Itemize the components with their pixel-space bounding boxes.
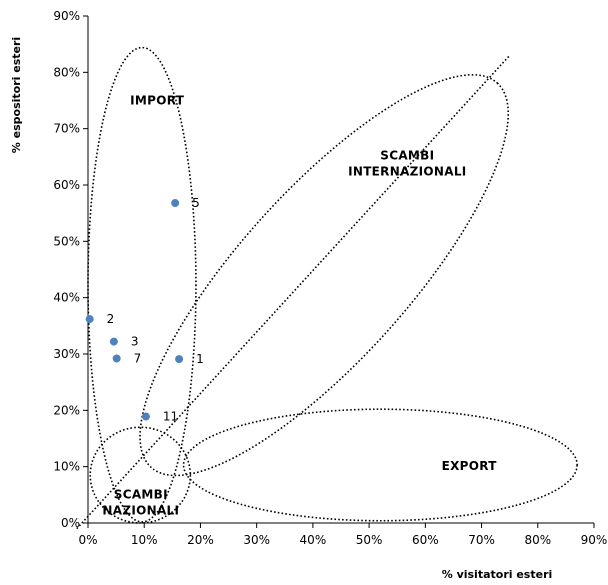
x-tick-label: 70% bbox=[468, 533, 495, 547]
region-label: SCAMBI bbox=[114, 488, 168, 502]
x-tick-label: 10% bbox=[131, 533, 158, 547]
region-label: SCAMBI bbox=[380, 149, 434, 163]
data-point bbox=[141, 412, 150, 421]
axes: 0% 10% 20% 30% 40% 50% 60% 70% 80% 90% 0% 10% 20% 30%… bbox=[53, 9, 607, 547]
x-tick-label: 20% bbox=[187, 533, 214, 547]
x-tick-label: 90% bbox=[581, 533, 608, 547]
region-labels: IMPORT SCAMBI INTERNAZIONALI EXPORT SCAMBI NA… bbox=[102, 94, 497, 518]
y-tick-label: 90% bbox=[53, 9, 80, 23]
data-point-label: 5 bbox=[192, 196, 200, 210]
region-label: IMPORT bbox=[130, 94, 185, 108]
y-tick-label: 30% bbox=[53, 347, 80, 361]
y-tick-label: 10% bbox=[53, 460, 80, 474]
data-point bbox=[85, 315, 94, 324]
data-point-label: 7 bbox=[134, 352, 142, 366]
x-tick-label: 80% bbox=[524, 533, 551, 547]
data-point bbox=[171, 199, 180, 208]
region-label: NAZIONALI bbox=[102, 504, 179, 518]
x-tick-label: 40% bbox=[300, 533, 327, 547]
diagonal-line-group bbox=[76, 54, 511, 530]
x-tick-label: 50% bbox=[356, 533, 383, 547]
y-axis-title: % espositori esteri bbox=[10, 37, 23, 153]
data-point-label: 11 bbox=[163, 410, 178, 424]
data-point bbox=[175, 355, 184, 364]
x-axis-title: % visitatori esteri bbox=[442, 568, 553, 581]
region-label: EXPORT bbox=[442, 459, 498, 473]
y-tick-label: 70% bbox=[53, 122, 80, 136]
y-tick-label: 50% bbox=[53, 234, 80, 248]
x-tick-label: 60% bbox=[412, 533, 439, 547]
region-ellipse bbox=[87, 46, 197, 523]
region-ellipse bbox=[182, 408, 578, 522]
y-tick-label: 80% bbox=[53, 65, 80, 79]
data-point bbox=[109, 337, 118, 346]
data-point-label: 3 bbox=[131, 335, 139, 349]
y-tick-label: 40% bbox=[53, 291, 80, 305]
y-tick-label: 60% bbox=[53, 178, 80, 192]
x-tick-label: 0% bbox=[78, 533, 97, 547]
y-tick-label: 20% bbox=[53, 403, 80, 417]
data-point-label: 2 bbox=[107, 312, 115, 326]
diagonal-line bbox=[76, 54, 511, 530]
region-ellipse bbox=[139, 73, 510, 477]
y-tick-label: 0% bbox=[61, 516, 80, 530]
region-label: INTERNAZIONALI bbox=[348, 165, 466, 179]
x-tick-label: 30% bbox=[243, 533, 270, 547]
data-point-label: 1 bbox=[196, 352, 204, 366]
data-point bbox=[112, 354, 121, 363]
